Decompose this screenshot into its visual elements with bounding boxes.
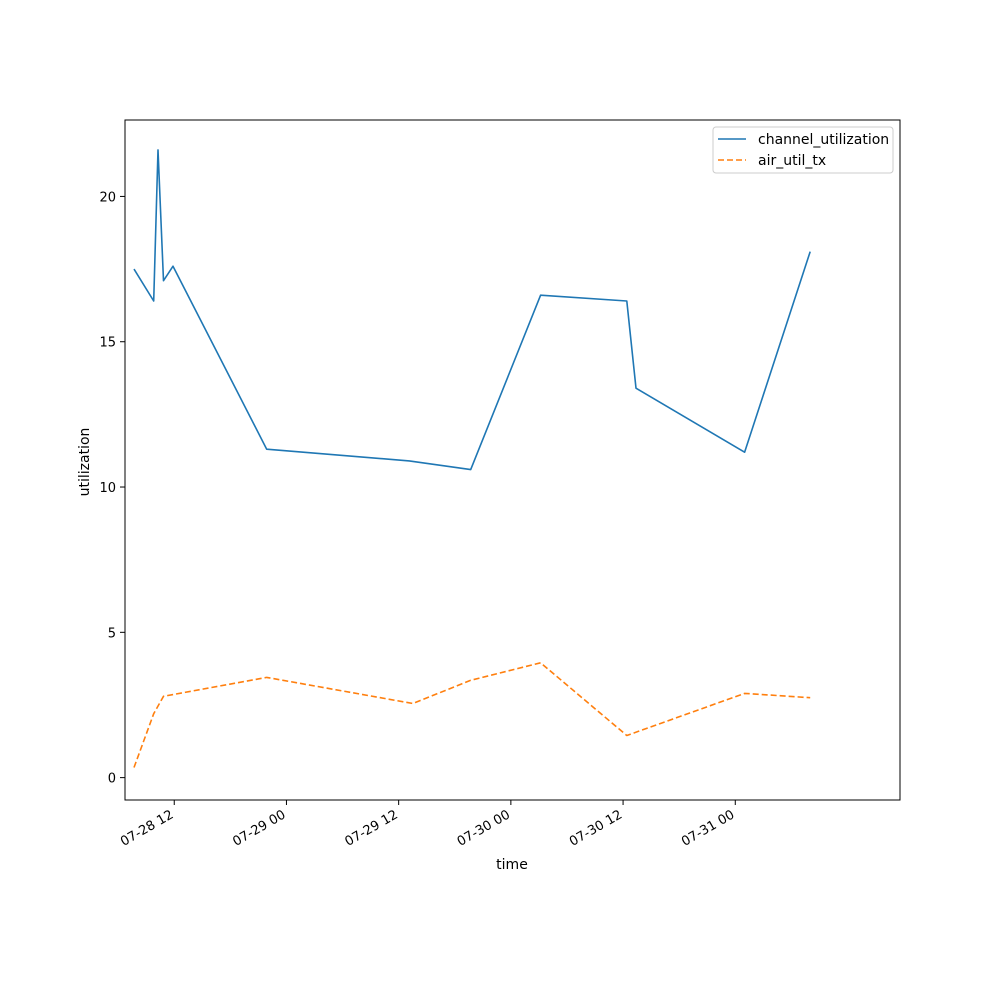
y-axis-label: utilization — [77, 428, 93, 497]
series-line-channel-utilization — [133, 149, 811, 471]
legend-label: air_util_tx — [758, 153, 826, 169]
legend-box — [712, 126, 894, 174]
y-tick-label: 10 — [99, 481, 116, 496]
y-tick-label: 15 — [99, 336, 116, 351]
y-tick-label: 0 — [108, 772, 116, 787]
x-axis-label: time — [496, 857, 528, 873]
plot-area — [133, 149, 811, 768]
legend-label: channel_utilization — [758, 132, 889, 148]
y-tick-label: 20 — [99, 190, 116, 205]
legend: channel_utilization air_util_tx — [712, 126, 894, 174]
y-axis: 0 5 10 15 20 — [99, 190, 125, 787]
y-tick-label: 5 — [108, 626, 116, 641]
plot-frame — [124, 119, 901, 801]
series-line-air-util-tx — [133, 661, 811, 768]
